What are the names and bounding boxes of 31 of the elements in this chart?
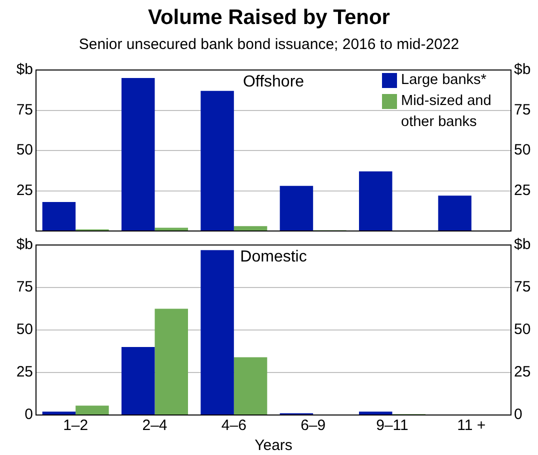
- chart-title: Volume Raised by Tenor: [147, 6, 391, 30]
- y2-tick-label: $b: [514, 236, 531, 254]
- y2-tick-label: $b: [514, 61, 531, 78]
- chart-subtitle: Senior unsecured bank bond issuance; 2016 to mid-2022: [78, 36, 460, 53]
- y-tick-label: 75: [16, 101, 33, 118]
- legend-label: Mid-sized and other banks: [401, 92, 492, 132]
- y-tick-label: $b: [16, 236, 33, 254]
- y-tick-label: 25: [16, 364, 33, 381]
- y2-tick-label: 75: [514, 278, 531, 296]
- y2-tick-label: 25: [514, 364, 531, 381]
- annotation: Offshore: [242, 73, 304, 90]
- y-tick-label: 50: [16, 321, 33, 338]
- x-tick-label: 11 +: [457, 417, 486, 434]
- y2-tick-label: 50: [514, 321, 531, 338]
- y-tick-label: 50: [16, 142, 33, 159]
- y-tick-label: 25: [16, 182, 33, 199]
- y2-tick-label: 0: [514, 406, 522, 424]
- y-tick-label: $b: [16, 61, 33, 78]
- y2-tick-label: 25: [514, 182, 531, 199]
- legend-label: Large banks*: [401, 71, 486, 90]
- y-tick-label: 75: [16, 278, 33, 296]
- annotation: Domestic: [240, 248, 307, 266]
- x-tick-label: 2–4: [142, 417, 168, 434]
- x-tick-label: 1–2: [63, 417, 88, 434]
- x-tick-label: 9–11: [376, 417, 408, 434]
- y-tick-label: 0: [24, 406, 33, 424]
- x-tick-label: 6–9: [300, 417, 326, 434]
- x-axis-title: Years: [254, 437, 292, 454]
- y2-tick-label: 75: [514, 101, 531, 118]
- x-tick-label: 4–6: [221, 417, 246, 434]
- y2-tick-label: 50: [514, 142, 531, 159]
